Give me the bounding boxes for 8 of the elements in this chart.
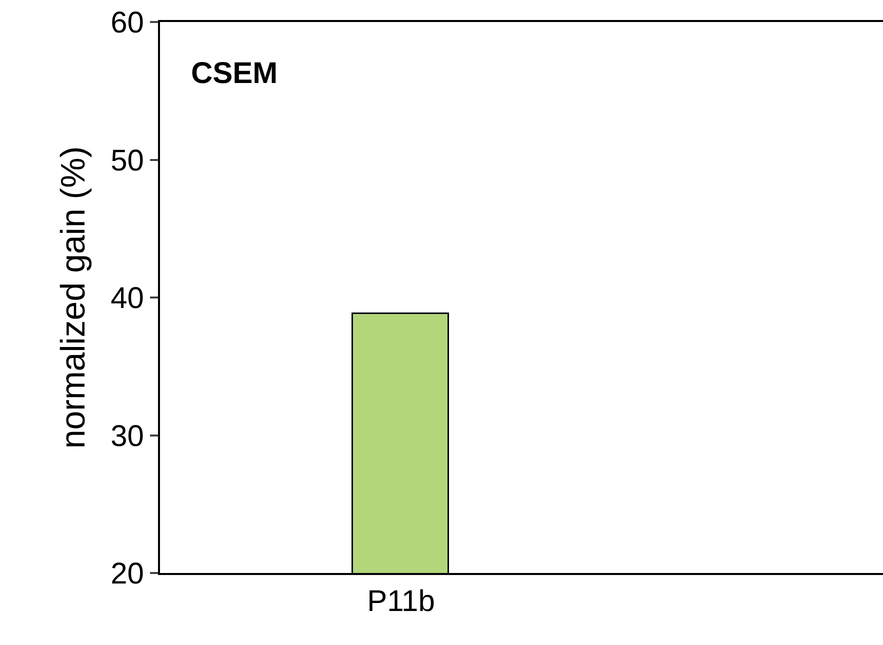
y-tick-label: 50 [110, 144, 144, 178]
y-axis-title: normalized gain (%) [54, 146, 93, 449]
y-tick-label: 20 [110, 558, 144, 590]
y-tick-label: 30 [110, 420, 144, 453]
x-tick-label: P11b [367, 585, 435, 618]
annotation: CSEM [191, 57, 278, 90]
y-tick-label: 60 [110, 6, 144, 40]
y-tick-label: 40 [110, 282, 144, 315]
